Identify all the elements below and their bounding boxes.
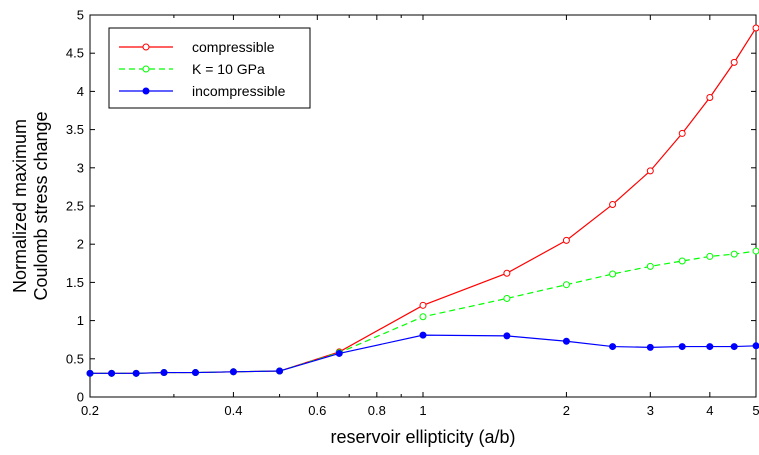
data-point: [609, 200, 617, 208]
x-tick-label: 0.8: [368, 403, 386, 418]
data-point: [132, 369, 140, 377]
data-point: [609, 270, 617, 278]
legend-item: compressible: [119, 39, 275, 55]
data-point: [276, 367, 284, 375]
data-point: [562, 236, 570, 244]
legend-item: incompressible: [119, 83, 286, 99]
y-tick-label: 3.5: [66, 122, 84, 137]
x-tick-label: 1: [419, 403, 426, 418]
y-tick-label: 1: [77, 313, 84, 328]
y-axis-title-line-2: Coulomb stress change: [31, 111, 51, 300]
legend-swatch-marker: [142, 65, 150, 73]
data-point: [730, 58, 738, 66]
data-point: [335, 349, 343, 357]
y-tick-label: 3: [77, 160, 84, 175]
series-incompressible: [86, 331, 759, 377]
data-point: [419, 313, 427, 321]
data-point: [730, 343, 738, 351]
data-point: [706, 94, 714, 102]
x-tick-label: 0.4: [224, 403, 242, 418]
legend-label: incompressible: [192, 83, 286, 99]
x-tick-label: 0.6: [308, 403, 326, 418]
y-tick-label: 2.5: [66, 199, 84, 214]
legend-item: K = 10 GPa: [119, 61, 265, 77]
data-point: [706, 343, 714, 351]
data-point: [609, 343, 617, 351]
data-point: [419, 331, 427, 339]
y-tick-label: 0: [77, 390, 84, 405]
legend-swatch-marker: [142, 87, 150, 95]
data-point: [752, 247, 759, 255]
x-tick-label: 2: [563, 403, 570, 418]
y-axis-title-line-1: Normalized maximum: [10, 119, 30, 293]
data-point: [86, 369, 94, 377]
y-tick-label: 0.5: [66, 351, 84, 366]
data-point: [646, 343, 654, 351]
y-tick-label: 1.5: [66, 275, 84, 290]
data-point: [503, 269, 511, 277]
legend-box: [108, 27, 311, 109]
x-tick-label: 0.2: [81, 403, 99, 418]
data-point: [646, 262, 654, 270]
legend-swatch-marker: [142, 43, 150, 51]
data-point: [562, 337, 570, 345]
data-point: [419, 301, 427, 309]
data-point: [678, 129, 686, 137]
data-point: [678, 257, 686, 265]
y-tick-label: 4.5: [66, 46, 84, 61]
data-point: [108, 369, 116, 377]
x-tick-label: 3: [647, 403, 654, 418]
data-point: [646, 167, 654, 175]
data-point: [229, 368, 237, 376]
data-point: [160, 369, 168, 377]
x-axis-title: reservoir ellipticity (a/b): [330, 427, 515, 447]
y-tick-label: 5: [77, 8, 84, 23]
x-tick-label: 5: [752, 403, 759, 418]
data-point: [562, 281, 570, 289]
data-point: [191, 369, 199, 377]
data-point: [752, 24, 759, 32]
x-tick-label: 4: [706, 403, 713, 418]
y-tick-label: 2: [77, 237, 84, 252]
data-point: [503, 332, 511, 340]
data-point: [706, 252, 714, 260]
legend-label: K = 10 GPa: [192, 61, 265, 77]
data-point: [503, 294, 511, 302]
data-point: [752, 342, 759, 350]
legend-label: compressible: [192, 39, 275, 55]
y-tick-label: 4: [77, 84, 84, 99]
data-point: [730, 250, 738, 258]
data-point: [678, 343, 686, 351]
